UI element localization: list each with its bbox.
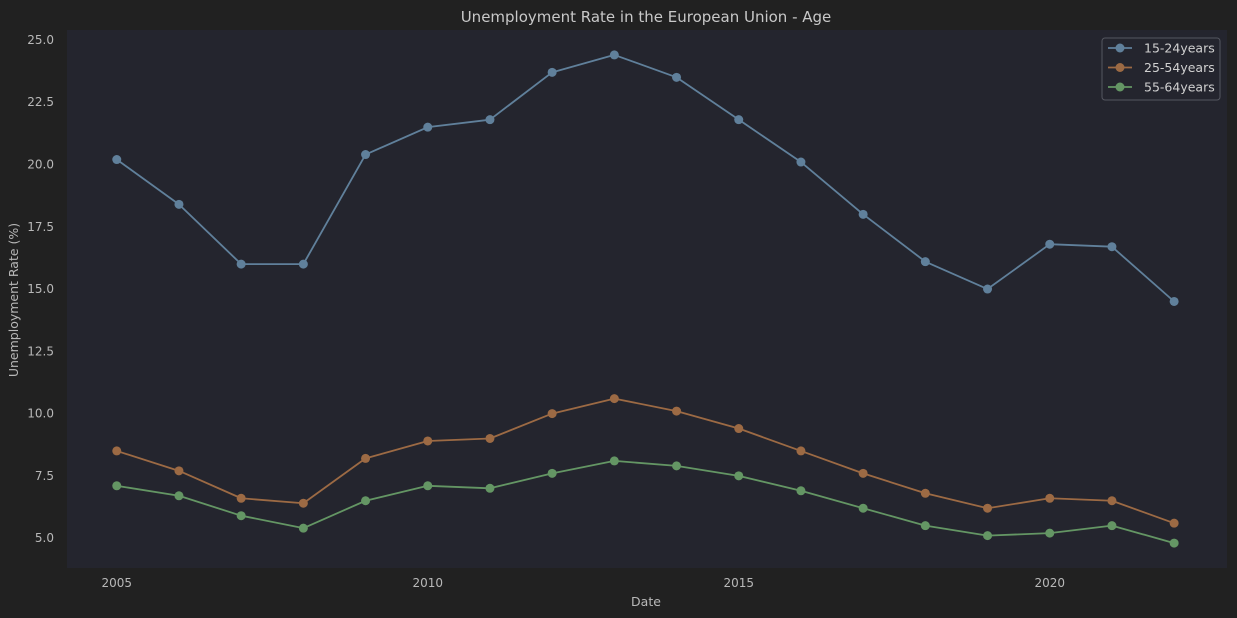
x-axis-label: Date xyxy=(631,594,661,609)
data-point xyxy=(361,496,371,506)
legend-marker xyxy=(1115,43,1125,53)
data-point xyxy=(485,433,495,443)
data-point xyxy=(547,468,557,478)
data-point xyxy=(672,406,682,416)
data-point xyxy=(609,50,619,60)
data-point xyxy=(796,486,806,496)
y-tick-label: 5.0 xyxy=(35,531,54,545)
series-25-54years xyxy=(112,394,1179,528)
data-point xyxy=(298,523,308,533)
data-point xyxy=(236,493,246,503)
y-axis-label: Unemployment Rate (%) xyxy=(6,223,21,377)
legend-item: 55-64years xyxy=(1108,80,1215,95)
data-point xyxy=(858,503,868,513)
data-point xyxy=(174,199,184,209)
legend-marker xyxy=(1115,82,1125,92)
data-point xyxy=(672,461,682,471)
series-line xyxy=(116,54,1175,303)
legend-label: 15-24years xyxy=(1144,41,1215,56)
data-point xyxy=(547,409,557,419)
data-point xyxy=(361,453,371,463)
series-55-64years xyxy=(112,456,1179,548)
data-point xyxy=(858,468,868,478)
data-point xyxy=(1045,493,1055,503)
legend: 15-24years 25-54years 55-64years xyxy=(1101,37,1221,101)
data-point xyxy=(1169,538,1179,548)
data-point xyxy=(796,157,806,167)
data-point xyxy=(423,122,433,132)
data-point xyxy=(112,481,122,491)
legend-item: 25-54years xyxy=(1108,60,1215,75)
data-point xyxy=(1107,242,1117,252)
data-point xyxy=(174,466,184,476)
data-point xyxy=(609,394,619,404)
data-point xyxy=(734,424,744,434)
legend-label: 55-64years xyxy=(1144,80,1215,95)
data-point xyxy=(920,521,930,531)
y-tick-label: 15.0 xyxy=(27,282,54,296)
x-tick-label: 2015 xyxy=(723,576,754,590)
x-tick-label: 2020 xyxy=(1034,576,1065,590)
data-point xyxy=(796,446,806,456)
data-point xyxy=(236,511,246,521)
data-point xyxy=(1107,496,1117,506)
data-point xyxy=(920,488,930,498)
x-tick-label: 2005 xyxy=(101,576,132,590)
chart-title: Unemployment Rate in the European Union … xyxy=(461,8,832,26)
data-point xyxy=(485,483,495,493)
y-tick-label: 12.5 xyxy=(27,344,54,358)
data-point xyxy=(1045,528,1055,538)
data-point xyxy=(609,456,619,466)
data-point xyxy=(983,531,993,541)
data-point xyxy=(983,503,993,513)
legend-label: 25-54years xyxy=(1144,60,1215,75)
data-point xyxy=(734,115,744,125)
data-point xyxy=(174,491,184,501)
x-tick-label: 2010 xyxy=(412,576,443,590)
data-point xyxy=(1169,518,1179,528)
data-point xyxy=(236,259,246,269)
y-tick-label: 20.0 xyxy=(27,158,54,172)
series-layer xyxy=(112,50,1179,548)
data-point xyxy=(858,209,868,219)
data-point xyxy=(361,150,371,160)
data-point xyxy=(1045,239,1055,249)
y-axis-ticks: 5.0 7.5 10.0 12.5 15.0 17.5 20.0 22.5 25.0 xyxy=(27,33,54,545)
data-point xyxy=(920,257,930,267)
legend-marker xyxy=(1115,63,1125,72)
y-tick-label: 10.0 xyxy=(27,407,54,421)
y-tick-label: 17.5 xyxy=(27,220,54,234)
data-point xyxy=(734,471,744,481)
x-axis-ticks: 2005 2010 2015 2020 xyxy=(101,576,1065,590)
series-line xyxy=(116,397,1175,525)
y-tick-label: 25.0 xyxy=(27,33,54,47)
data-point xyxy=(112,446,122,456)
series-line xyxy=(116,459,1175,544)
data-point xyxy=(983,284,993,294)
data-point xyxy=(1107,521,1117,531)
legend-box xyxy=(1101,37,1221,101)
data-point xyxy=(112,155,122,165)
data-point xyxy=(298,259,308,269)
data-point xyxy=(672,72,682,82)
data-point xyxy=(423,436,433,446)
y-tick-label: 7.5 xyxy=(35,469,54,483)
y-tick-label: 22.5 xyxy=(27,95,54,109)
legend-item: 15-24years xyxy=(1108,41,1215,56)
series-15-24years xyxy=(112,50,1179,306)
plot-area xyxy=(67,30,1227,568)
data-point xyxy=(423,481,433,491)
data-point xyxy=(485,115,495,125)
data-point xyxy=(547,67,557,77)
data-point xyxy=(298,498,308,508)
data-point xyxy=(1169,296,1179,306)
